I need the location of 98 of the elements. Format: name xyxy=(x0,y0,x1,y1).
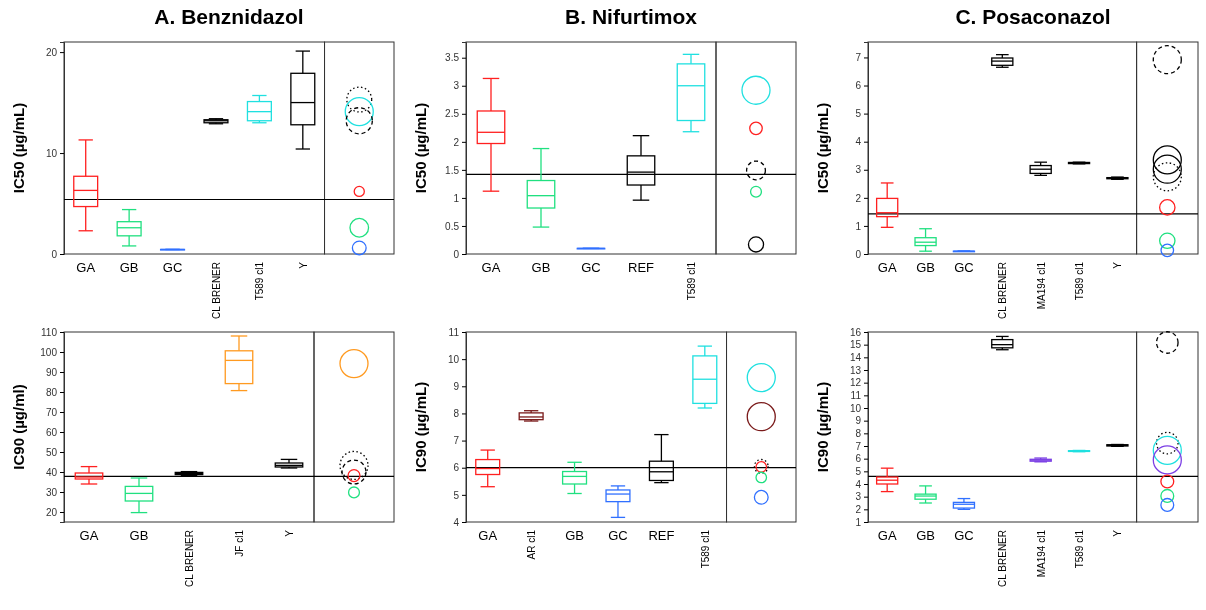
y-tick-label: 10 xyxy=(447,353,460,365)
x-tick-label: GB xyxy=(531,260,551,275)
y-tick-label: 110 xyxy=(41,326,58,338)
y-tick-label: 16 xyxy=(849,326,862,338)
y-axis-title: IC90 (µg/ml) xyxy=(10,384,27,470)
y-axis-title: IC50 (µg/mL) xyxy=(412,102,429,194)
x-tick-label: GA xyxy=(877,528,897,543)
x-tick-label: CL BRENER xyxy=(997,262,1009,319)
x-tick-label: GA xyxy=(76,260,96,275)
y-tick-label: 2 xyxy=(453,136,460,148)
y-tick-label: 6 xyxy=(855,80,862,92)
y-tick-label: 6 xyxy=(453,462,460,474)
y-tick-label: 3 xyxy=(453,80,460,92)
chart-title: C. Posaconazol xyxy=(955,5,1111,28)
x-tick-label: T589 cl1 xyxy=(254,261,266,301)
x-tick-label: GA xyxy=(478,528,498,543)
y-tick-label: 20 xyxy=(45,46,58,58)
y-tick-label: 50 xyxy=(45,446,58,458)
y-tick-label: 80 xyxy=(45,386,58,398)
y-tick-label: 1.5 xyxy=(445,164,460,176)
y-tick-label: 11 xyxy=(850,390,862,402)
x-tick-label: T589 cl1 xyxy=(699,529,711,569)
x-tick-label: GC xyxy=(581,260,601,275)
y-tick-label: 0 xyxy=(51,248,58,260)
y-tick-label: 1 xyxy=(855,516,862,528)
y-tick-label: 12 xyxy=(849,377,862,389)
y-tick-label: 2.5 xyxy=(445,108,460,120)
y-axis-title: IC90 (µg/mL) xyxy=(814,381,831,473)
x-tick-label: MA194 cl1 xyxy=(1035,261,1047,310)
y-tick-label: 7 xyxy=(855,440,862,452)
chart-title: A. Benznidazol xyxy=(154,5,304,28)
y-axis-title: IC90 (µg/mL) xyxy=(412,381,429,473)
x-tick-label: CL BRENER xyxy=(184,530,195,587)
y-tick-label: 1 xyxy=(453,192,460,204)
y-tick-label: 4 xyxy=(855,136,862,148)
y-tick-label: 30 xyxy=(45,486,58,498)
y-tick-label: 3 xyxy=(855,491,862,503)
y-tick-label: 15 xyxy=(849,339,862,351)
y-tick-label: 9 xyxy=(855,415,862,427)
y-tick-label: 5 xyxy=(855,466,862,478)
x-tick-label: Y xyxy=(1112,261,1124,269)
y-tick-label: 0 xyxy=(855,248,862,260)
y-tick-label: 20 xyxy=(45,506,58,518)
y-tick-label: 4 xyxy=(453,516,460,528)
y-tick-label: 3.5 xyxy=(445,52,460,64)
y-tick-label: 6 xyxy=(855,453,862,465)
x-tick-label: REF xyxy=(628,260,655,275)
y-tick-label: 7 xyxy=(855,52,862,64)
x-tick-label: Y xyxy=(297,261,309,269)
y-tick-label: 7 xyxy=(453,435,460,447)
y-tick-label: 5 xyxy=(453,489,460,501)
y-tick-label: 11 xyxy=(448,326,460,338)
y-axis-title: IC50 (µg/mL) xyxy=(10,102,27,194)
x-tick-label: GB xyxy=(916,260,935,275)
x-tick-label: AR cl1 xyxy=(526,529,538,560)
x-tick-label: GA xyxy=(481,260,501,275)
x-tick-label: MA194 cl1 xyxy=(1035,529,1047,578)
y-tick-label: 4 xyxy=(855,478,862,490)
x-tick-label: REF xyxy=(648,528,675,543)
x-tick-label: GB xyxy=(129,528,149,543)
y-tick-label: 10 xyxy=(45,147,58,159)
y-tick-label: 10 xyxy=(849,402,862,414)
x-tick-label: GC xyxy=(162,260,183,275)
y-tick-label: 0.5 xyxy=(445,220,460,232)
y-tick-label: 60 xyxy=(45,426,58,438)
x-tick-label: GC xyxy=(608,528,628,543)
y-tick-label: 40 xyxy=(45,466,58,478)
y-tick-label: 1 xyxy=(855,220,862,232)
y-tick-label: 8 xyxy=(453,408,460,420)
x-tick-label: Y xyxy=(284,529,295,537)
x-tick-label: CL BRENER xyxy=(997,530,1009,587)
x-tick-label: GA xyxy=(79,528,99,543)
y-tick-label: 8 xyxy=(855,428,862,440)
y-tick-label: 70 xyxy=(45,406,58,418)
x-tick-label: GC xyxy=(954,528,974,543)
y-tick-label: 0 xyxy=(453,248,460,260)
x-tick-label: GC xyxy=(954,260,974,275)
y-tick-label: 13 xyxy=(849,364,862,376)
y-tick-label: 100 xyxy=(40,346,58,358)
y-tick-label: 5 xyxy=(855,108,862,120)
y-tick-label: 9 xyxy=(453,380,460,392)
x-tick-label: JF cl1 xyxy=(234,529,245,557)
x-tick-label: GB xyxy=(119,260,139,275)
chart-title: B. Nifurtimox xyxy=(565,5,698,28)
y-tick-label: 2 xyxy=(855,192,862,204)
y-tick-label: 14 xyxy=(849,352,862,364)
y-tick-label: 2 xyxy=(855,504,862,516)
x-tick-label: GB xyxy=(565,528,584,543)
y-tick-label: 3 xyxy=(855,164,862,176)
x-tick-label: T589 cl1 xyxy=(1074,529,1086,569)
y-tick-label: 90 xyxy=(45,366,58,378)
x-tick-label: Y xyxy=(1112,529,1124,537)
x-tick-label: CL BRENER xyxy=(210,262,222,319)
x-tick-label: GB xyxy=(916,528,935,543)
x-tick-label: GA xyxy=(877,260,897,275)
x-tick-label: T589 cl1 xyxy=(1074,261,1086,301)
x-tick-label: T589 cl1 xyxy=(686,261,697,301)
y-axis-title: IC50 (µg/mL) xyxy=(814,102,831,194)
